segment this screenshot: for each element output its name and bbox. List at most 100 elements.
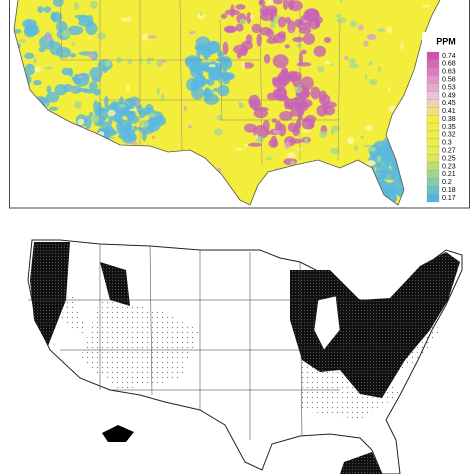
speckle (330, 147, 340, 155)
speckle (85, 22, 98, 35)
bottom-map (27, 239, 463, 474)
speckle (187, 125, 193, 129)
speckle (46, 85, 52, 94)
lake-michigan (313, 295, 341, 351)
speckle (294, 101, 309, 112)
speckle (98, 108, 105, 114)
speckle (234, 147, 243, 151)
speckle (300, 49, 307, 55)
speckle (14, 29, 22, 34)
speckle (242, 62, 254, 69)
speckle (304, 137, 308, 145)
speckle (235, 23, 244, 32)
speckle (380, 165, 391, 175)
speckle (222, 41, 229, 55)
speckle (89, 0, 98, 9)
speckle (344, 55, 349, 61)
speckle (363, 144, 373, 148)
speckle (85, 87, 89, 90)
speckle (5, 71, 8, 74)
speckle (271, 118, 277, 123)
legend-swatch (426, 51, 440, 61)
speckle (376, 174, 387, 181)
speckle (275, 93, 288, 102)
speckle (318, 131, 328, 139)
speckle (272, 54, 289, 69)
speckle (246, 12, 252, 24)
legend-swatch (426, 122, 440, 132)
speckle (71, 42, 76, 46)
speckle (264, 157, 274, 161)
speckle (74, 14, 89, 19)
speckle (334, 13, 342, 18)
legend-swatch (426, 107, 440, 116)
speckle (109, 136, 116, 140)
speckle (296, 62, 312, 67)
speckle (260, 12, 274, 22)
speckle (25, 19, 32, 32)
speckle (317, 66, 325, 73)
legend-label: 0.18 (442, 187, 456, 194)
speckle (294, 86, 303, 94)
speckle (18, 38, 26, 43)
ozone-blobs (0, 0, 440, 205)
speckle (269, 21, 276, 29)
speckle (136, 100, 139, 107)
speckle (118, 118, 124, 127)
speckle (200, 11, 203, 17)
speckle (0, 124, 4, 132)
speckle (339, 0, 343, 3)
black-region-south (340, 452, 382, 474)
speckle (159, 60, 167, 63)
speckle (287, 152, 296, 159)
speckle (129, 142, 139, 145)
speckle (140, 119, 149, 128)
speckle (360, 135, 364, 139)
speckle (347, 136, 355, 145)
speckle (88, 53, 96, 59)
speckle (29, 24, 39, 30)
speckle (241, 61, 246, 69)
speckle (349, 63, 360, 69)
legend-swatch (426, 193, 440, 203)
legend-swatch (426, 75, 440, 84)
speckle (282, 0, 289, 11)
speckle (378, 145, 386, 155)
black-region-west (30, 242, 130, 346)
legend-swatch (426, 67, 440, 76)
speckle (139, 57, 142, 65)
speckle (249, 14, 254, 20)
speckle (127, 114, 140, 124)
speckle (77, 75, 84, 79)
speckle (214, 128, 223, 136)
speckle (294, 18, 302, 27)
speckle (156, 88, 161, 95)
speckle (91, 76, 102, 83)
speckle (323, 36, 332, 44)
speckle (263, 53, 271, 64)
legend-label: 0.17 (442, 195, 456, 202)
speckle (69, 88, 75, 92)
us-outline (13, 0, 441, 206)
legend-swatch (426, 130, 440, 139)
speckle (104, 58, 111, 67)
legend-swatch (426, 59, 440, 68)
speckle (0, 100, 2, 106)
speckle (238, 102, 245, 108)
speckle (217, 84, 230, 97)
speckle (68, 67, 74, 78)
speckle (289, 71, 302, 82)
legend-swatch (426, 170, 440, 179)
speckle (88, 36, 91, 41)
legend-swatch (426, 146, 440, 155)
legend-label: 0.2 (442, 179, 452, 186)
speckle (296, 43, 302, 49)
top-map (0, 0, 440, 205)
legend-label: 0.68 (442, 61, 456, 68)
speckle (287, 20, 296, 34)
speckle (208, 70, 214, 80)
speckle (223, 25, 237, 34)
legend-swatch (426, 99, 440, 108)
legend-swatch (426, 186, 440, 195)
